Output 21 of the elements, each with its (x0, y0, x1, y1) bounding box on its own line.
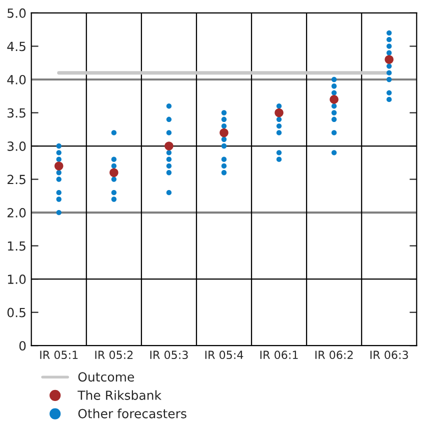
x-tick-label: IR 05:2 (95, 350, 133, 360)
y-tick-label: 3.0 (8, 141, 26, 151)
y-tick-label: 2.0 (8, 208, 26, 218)
y-tick-label: 1.5 (8, 241, 26, 251)
x-tick-label: IR 06:2 (315, 350, 353, 360)
y-tick-label: 3.5 (8, 108, 26, 118)
x-tick-label: IR 06:1 (260, 350, 298, 360)
legend-label: The Riksbank (78, 390, 162, 400)
legend-label: Other forecasters (78, 408, 186, 418)
x-tick-label: IR 05:1 (40, 350, 78, 360)
y-tick-label: 5.0 (8, 8, 26, 18)
y-tick-label: 0 (19, 341, 26, 351)
y-tick-label: 4.0 (7, 74, 26, 84)
legend-label: Outcome (78, 372, 134, 382)
y-tick-label: 4.5 (7, 42, 26, 52)
x-tick-label: IR 05:4 (205, 350, 244, 360)
y-tick-label: 0.5 (7, 308, 26, 318)
x-tick-label: IR 05:3 (150, 350, 188, 360)
x-tick-label: IR 06:3 (370, 350, 408, 360)
y-tick-label: 1.0 (8, 274, 26, 284)
y-tick-label: 2.5 (8, 174, 26, 184)
